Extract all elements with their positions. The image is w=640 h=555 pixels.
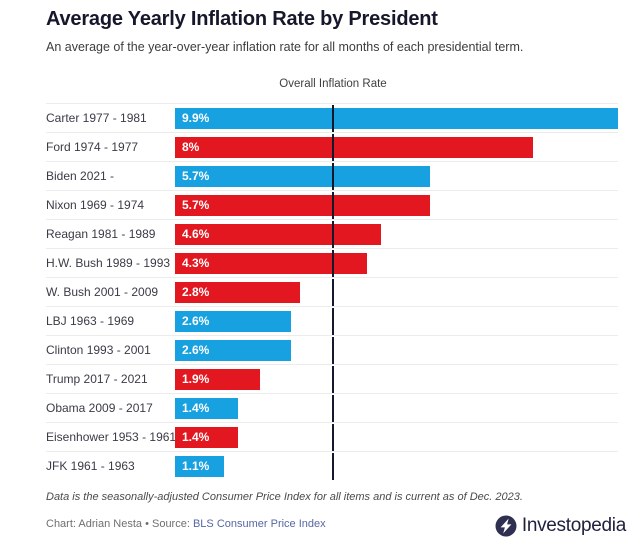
bar-area: 9.9% (175, 104, 618, 132)
chart-row: Ford 1974 - 1977 8% (46, 132, 618, 161)
bar-area: 4.6% (175, 220, 618, 248)
overall-rate-tick (332, 162, 334, 190)
bar-value-label: 5.7% (182, 198, 210, 212)
overall-rate-tick (332, 220, 334, 248)
bar-area: 1.9% (175, 365, 618, 393)
chart-subtitle: An average of the year-over-year inflati… (46, 40, 524, 54)
bar-chart: Carter 1977 - 1981 9.9% Ford 1974 - 1977… (46, 103, 618, 480)
chart-row: H.W. Bush 1989 - 1993 4.3% (46, 248, 618, 277)
chart-row: Biden 2021 - 5.7% (46, 161, 618, 190)
president-label: H.W. Bush 1989 - 1993 (46, 256, 171, 270)
overall-rate-tick (332, 191, 334, 219)
bar-value-label: 4.6% (182, 227, 210, 241)
overall-rate-tick (332, 365, 334, 393)
president-label: W. Bush 2001 - 2009 (46, 285, 159, 299)
president-label: Ford 1974 - 1977 (46, 140, 139, 154)
credit-separator: • (145, 518, 149, 530)
inflation-bar: 1.1% (175, 455, 224, 477)
chart-rows: Carter 1977 - 1981 9.9% Ford 1974 - 1977… (46, 103, 618, 480)
inflation-bar: 1.9% (175, 368, 260, 390)
bar-area: 2.6% (175, 307, 618, 335)
inflation-bar: 5.7% (175, 194, 430, 216)
bar-value-label: 1.1% (182, 459, 210, 473)
bar-value-label: 2.6% (182, 343, 210, 357)
inflation-bar: 2.6% (175, 339, 291, 361)
source-link[interactable]: BLS Consumer Price Index (192, 518, 326, 530)
inflation-bar: 1.4% (175, 397, 238, 419)
credit-line: Chart: Adrian Nesta • Source: BLS Consum… (46, 518, 326, 530)
chart-row: Carter 1977 - 1981 9.9% (46, 103, 618, 132)
president-label: Carter 1977 - 1981 (46, 111, 147, 125)
president-label: Trump 2017 - 2021 (46, 372, 148, 386)
inflation-bar: 2.6% (175, 310, 291, 332)
bar-value-label: 9.9% (182, 111, 210, 125)
page-title: Average Yearly Inflation Rate by Preside… (46, 8, 438, 30)
inflation-bar: 4.6% (175, 223, 381, 245)
chart-row: W. Bush 2001 - 2009 2.8% (46, 277, 618, 306)
data-footnote: Data is the seasonally-adjusted Consumer… (46, 491, 523, 503)
inflation-bar: 5.7% (175, 165, 430, 187)
chart-row: Obama 2009 - 2017 1.4% (46, 393, 618, 422)
bar-area: 1.4% (175, 394, 618, 422)
inflation-bar: 4.3% (175, 252, 367, 274)
chart-row: JFK 1961 - 1963 1.1% (46, 451, 618, 480)
bar-area: 1.1% (175, 452, 618, 480)
bar-value-label: 2.6% (182, 314, 210, 328)
bar-value-label: 1.4% (182, 401, 210, 415)
inflation-bar: 2.8% (175, 281, 300, 303)
overall-rate-tick (332, 249, 334, 277)
bar-area: 5.7% (175, 191, 618, 219)
investopedia-wordmark: Investopedia (521, 515, 626, 536)
overall-inflation-rate-label: Overall Inflation Rate (279, 78, 387, 90)
bar-area: 1.4% (175, 423, 618, 451)
overall-rate-tick (332, 394, 334, 422)
overall-rate-tick (332, 133, 334, 161)
chart-row: LBJ 1963 - 1969 2.6% (46, 306, 618, 335)
bar-value-label: 2.8% (182, 285, 210, 299)
investopedia-bolt-icon (495, 515, 517, 537)
overall-rate-tick (332, 278, 334, 306)
bar-area: 4.3% (175, 249, 618, 277)
bar-value-label: 5.7% (182, 169, 210, 183)
overall-rate-tick (332, 104, 334, 132)
president-label: JFK 1961 - 1963 (46, 459, 135, 473)
chart-row: Trump 2017 - 2021 1.9% (46, 364, 618, 393)
chart-row: Nixon 1969 - 1974 5.7% (46, 190, 618, 219)
chart-credit: Chart: Adrian Nesta (46, 518, 142, 530)
chart-row: Reagan 1981 - 1989 4.6% (46, 219, 618, 248)
chart-row: Clinton 1993 - 2001 2.6% (46, 335, 618, 364)
president-label: Reagan 1981 - 1989 (46, 227, 156, 241)
overall-rate-tick (332, 452, 334, 480)
president-label: Clinton 1993 - 2001 (46, 343, 151, 357)
bar-value-label: 1.9% (182, 372, 210, 386)
bar-area: 2.8% (175, 278, 618, 306)
bar-area: 2.6% (175, 336, 618, 364)
investopedia-logo[interactable]: Investopedia (495, 515, 626, 537)
bar-value-label: 8% (182, 140, 200, 154)
inflation-bar: 9.9% (175, 107, 618, 129)
president-label: Biden 2021 - (46, 169, 115, 183)
source-label: Source: (151, 518, 190, 530)
bar-area: 5.7% (175, 162, 618, 190)
president-label: Eisenhower 1953 - 1961 (46, 430, 177, 444)
bar-value-label: 1.4% (182, 430, 210, 444)
bar-value-label: 4.3% (182, 256, 210, 270)
overall-rate-tick (332, 336, 334, 364)
inflation-bar: 8% (175, 136, 533, 158)
overall-rate-tick (332, 423, 334, 451)
chart-row: Eisenhower 1953 - 1961 1.4% (46, 422, 618, 451)
president-label: Obama 2009 - 2017 (46, 401, 153, 415)
inflation-bar: 1.4% (175, 426, 238, 448)
bar-area: 8% (175, 133, 618, 161)
overall-rate-tick (332, 307, 334, 335)
president-label: LBJ 1963 - 1969 (46, 314, 135, 328)
president-label: Nixon 1969 - 1974 (46, 198, 145, 212)
